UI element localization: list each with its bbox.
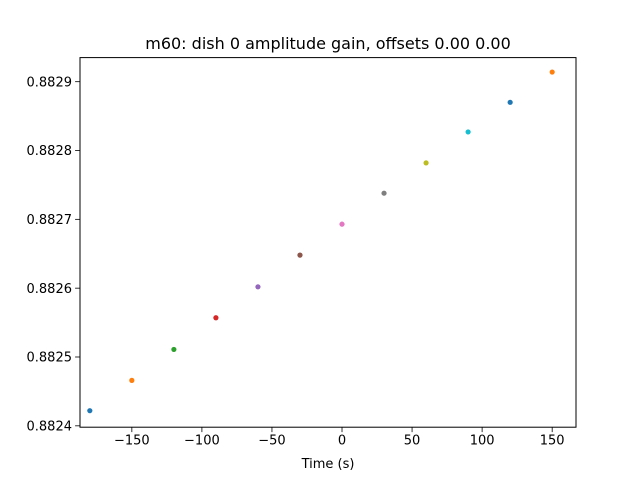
data-point <box>297 252 303 258</box>
data-point <box>87 408 93 414</box>
y-axis-ticks: 0.8824 0.8825 0.8826 0.8827 0.8828 0.8829 <box>27 75 80 434</box>
y-tick-label: 0.8824 <box>27 419 73 434</box>
x-tick-label: 0 <box>338 434 346 449</box>
y-tick-label: 0.8828 <box>27 144 73 159</box>
data-point <box>213 315 219 321</box>
x-tick-label: 50 <box>404 434 421 449</box>
x-tick-label: 100 <box>470 434 495 449</box>
y-tick-label: 0.8825 <box>27 351 73 366</box>
data-point <box>171 346 177 353</box>
y-tick-label: 0.8829 <box>27 75 73 90</box>
data-point <box>381 190 387 196</box>
data-point <box>339 221 345 227</box>
data-point <box>129 377 135 383</box>
chart-title: m60: dish 0 amplitude gain, offsets 0.00… <box>145 34 511 53</box>
x-tick-label: 150 <box>540 434 565 449</box>
y-tick-label: 0.8827 <box>27 213 73 228</box>
data-point <box>549 69 555 75</box>
data-points <box>87 69 555 414</box>
y-tick-label: 0.8826 <box>27 282 73 297</box>
data-point <box>423 160 429 166</box>
x-axis-label: Time (s) <box>301 457 355 472</box>
x-axis-ticks: −150 −100 −50 0 50 100 150 <box>114 427 565 449</box>
plot-frame <box>79 57 577 428</box>
data-point <box>465 129 471 135</box>
data-point <box>507 99 513 105</box>
x-tick-label: −100 <box>184 434 220 449</box>
data-point <box>255 284 261 290</box>
x-tick-label: −50 <box>258 434 285 449</box>
x-tick-label: −150 <box>114 434 150 449</box>
